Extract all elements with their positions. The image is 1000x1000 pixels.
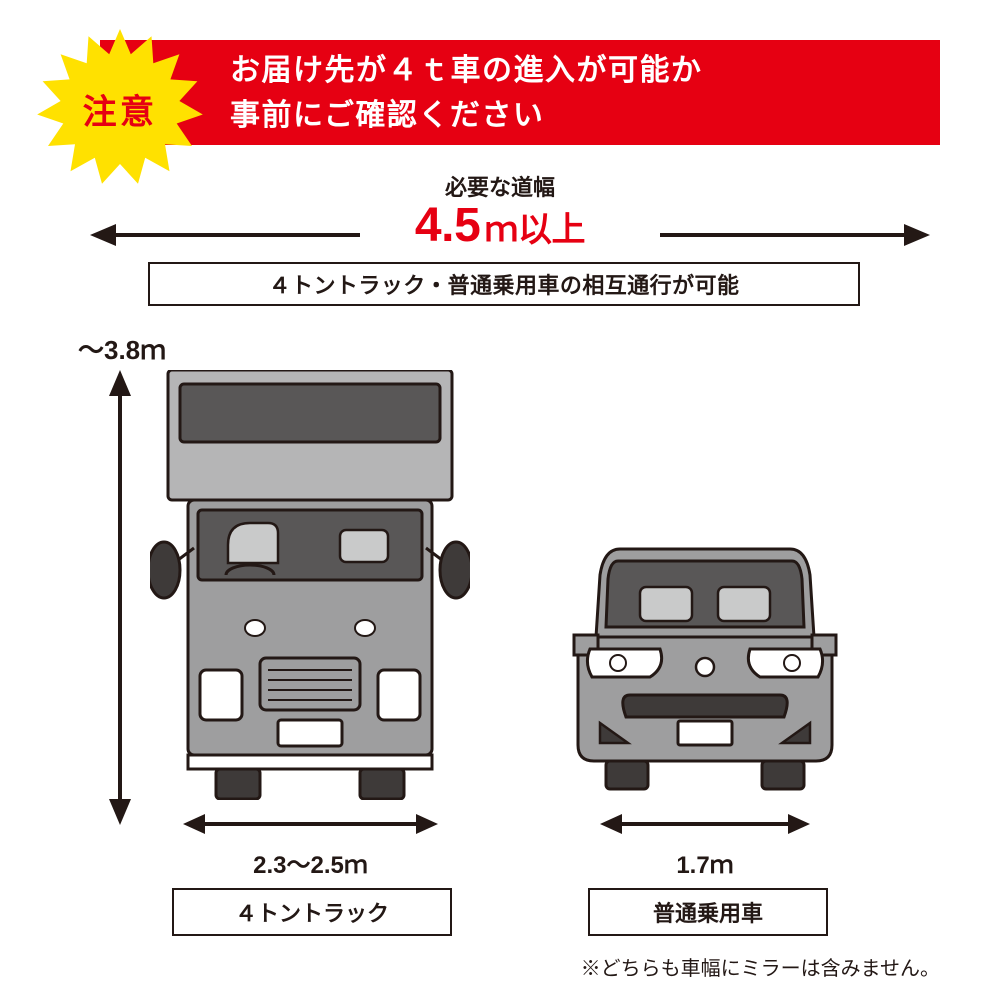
car-name: 普通乗用車 [653,896,763,928]
attention-label: 注意 [83,85,158,134]
attention-starburst: 注意 [30,20,210,200]
truck-width-label: 2.3～2.5ｍ [183,845,438,880]
truck-width-arrow [183,812,438,836]
road-width-box: ４トントラック・普通乗用車の相互通行が可能 [148,262,860,306]
road-width-box-text: ４トントラック・普通乗用車の相互通行が可能 [269,268,740,300]
car-illustration [570,545,840,800]
truck-height-label: ～3.8ｍ [78,330,166,367]
attention-banner: お届け先が４ｔ車の進入が可能か 事前にご確認ください [100,40,940,145]
car-name-box: 普通乗用車 [588,888,828,936]
truck-height-arrow [105,370,135,825]
truck-name: ４トントラック [235,896,389,928]
car-width-label: 1.7ｍ [600,845,810,880]
car-width-arrow [600,812,810,836]
banner-text: お届け先が４ｔ車の進入が可能か 事前にご確認ください [230,48,703,138]
footnote: ※どちらも車幅にミラーは含みません。 [581,952,940,981]
truck-name-box: ４トントラック [172,888,452,936]
banner-line2: 事前にご確認ください [230,99,544,132]
truck-illustration [150,370,470,800]
banner-line1: お届け先が４ｔ車の進入が可能か [230,54,703,87]
road-width-arrow [90,220,930,250]
